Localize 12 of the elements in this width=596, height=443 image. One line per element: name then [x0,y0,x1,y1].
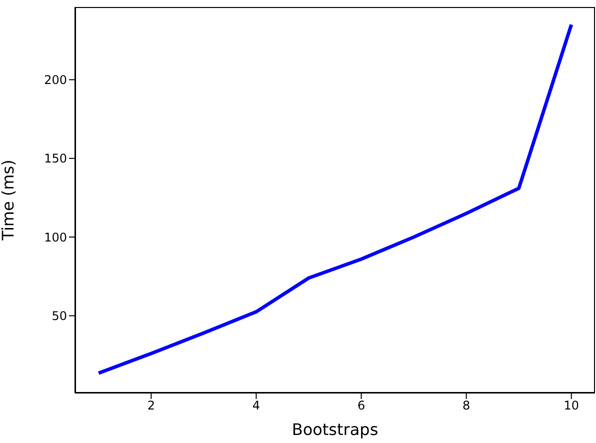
y-tick-label: 50 [52,308,67,323]
x-tick-label: 8 [462,398,470,413]
x-tick-label: 6 [357,398,366,413]
x-axis-title: Bootstraps [292,420,378,439]
x-tick-label: 4 [252,398,260,413]
y-tick-label: 150 [44,152,67,166]
x-tick-label: 10 [564,398,580,413]
y-tick-label: 100 [44,230,67,244]
y-axis-title: Time (ms) [0,160,18,242]
line-series [96,22,574,375]
x-tick-label: 2 [147,398,155,413]
y-tick-label: 200 [44,72,67,87]
